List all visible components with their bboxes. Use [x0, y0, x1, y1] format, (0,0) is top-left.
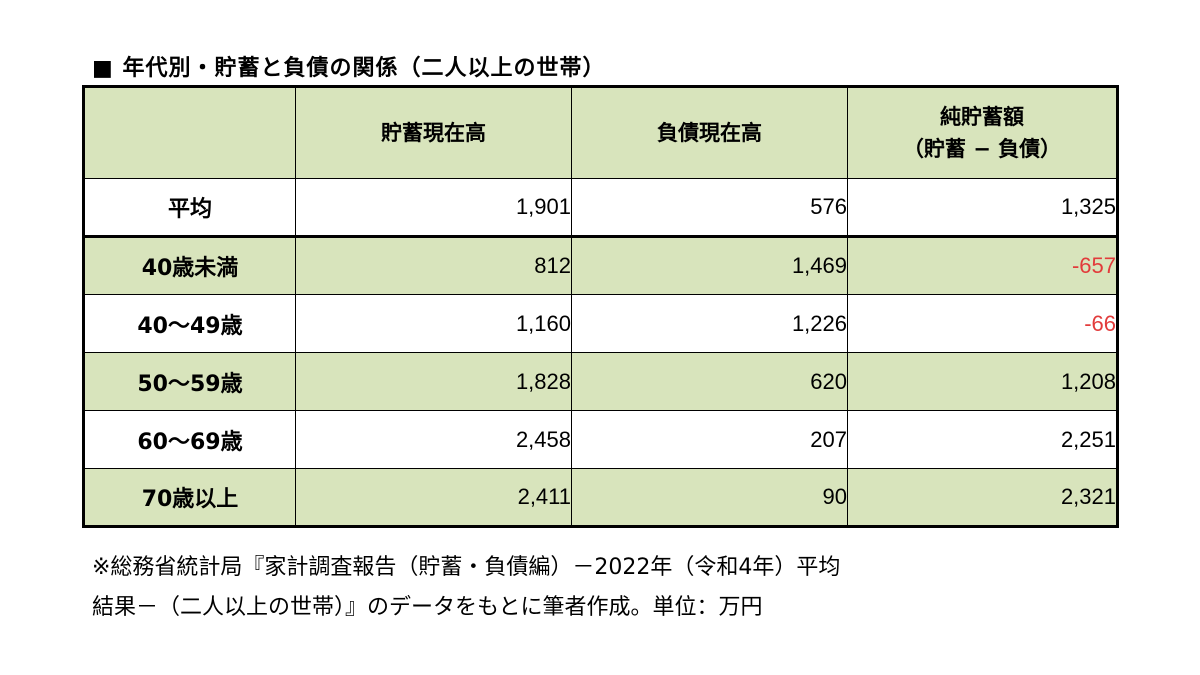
- net-savings-cell: 2,321: [847, 468, 1118, 527]
- table-row: 70歳以上 2,411 90 2,321: [83, 468, 1118, 527]
- footnote-line-1: ※総務省統計局『家計調査報告（貯蓄・負債編）－2022年（令和4年）平均: [92, 555, 841, 580]
- row-label: 70歳以上: [83, 468, 296, 527]
- header-corner-cell: [83, 86, 296, 179]
- header-savings: 貯蓄現在高: [295, 86, 572, 179]
- table-header-row: 貯蓄現在高 負債現在高 純貯蓄額 （貯蓄 − 負債）: [83, 86, 1118, 179]
- savings-cell: 812: [295, 236, 572, 295]
- row-label: 40～49歳: [83, 294, 296, 353]
- table-row: 50～59歳 1,828 620 1,208: [83, 352, 1118, 411]
- net-savings-cell: 2,251: [847, 410, 1118, 469]
- header-net-savings-label: 純貯蓄額: [940, 105, 1024, 129]
- footnote-line-2: 結果－（二人以上の世帯）』のデータをもとに筆者作成。単位：万円: [92, 595, 763, 620]
- row-label: 50～59歳: [83, 352, 296, 411]
- savings-cell: 1,901: [295, 178, 572, 238]
- net-savings-cell: -66: [847, 294, 1118, 353]
- savings-cell: 2,458: [295, 410, 572, 469]
- row-label: 平均: [83, 178, 296, 238]
- debt-cell: 576: [571, 178, 848, 238]
- debt-cell: 1,469: [571, 236, 848, 295]
- row-label: 60～69歳: [83, 410, 296, 469]
- savings-cell: 1,828: [295, 352, 572, 411]
- debt-cell: 620: [571, 352, 848, 411]
- table-title: ■ 年代別・貯蓄と負債の関係（二人以上の世帯）: [92, 56, 606, 81]
- debt-cell: 90: [571, 468, 848, 527]
- net-savings-cell: 1,208: [847, 352, 1118, 411]
- debt-cell: 207: [571, 410, 848, 469]
- table-row: 40～49歳 1,160 1,226 -66: [83, 294, 1118, 353]
- table-row: 40歳未満 812 1,469 -657: [83, 236, 1118, 295]
- header-debt: 負債現在高: [571, 86, 848, 179]
- header-net-savings: 純貯蓄額 （貯蓄 − 負債）: [847, 86, 1118, 179]
- savings-cell: 1,160: [295, 294, 572, 353]
- debt-cell: 1,226: [571, 294, 848, 353]
- net-savings-cell: -657: [847, 236, 1118, 295]
- row-label: 40歳未満: [83, 236, 296, 295]
- table-row: 平均 1,901 576 1,325: [83, 178, 1118, 238]
- table-row: 60～69歳 2,458 207 2,251: [83, 410, 1118, 469]
- header-net-savings-sub: （貯蓄 − 負債）: [902, 137, 1062, 161]
- savings-debt-table: 貯蓄現在高 負債現在高 純貯蓄額 （貯蓄 − 負債） 平均 1,901 576 …: [82, 85, 1119, 528]
- net-savings-cell: 1,325: [847, 178, 1118, 238]
- savings-cell: 2,411: [295, 468, 572, 527]
- source-footnote: ※総務省統計局『家計調査報告（貯蓄・負債編）－2022年（令和4年）平均 結果－…: [92, 548, 1152, 628]
